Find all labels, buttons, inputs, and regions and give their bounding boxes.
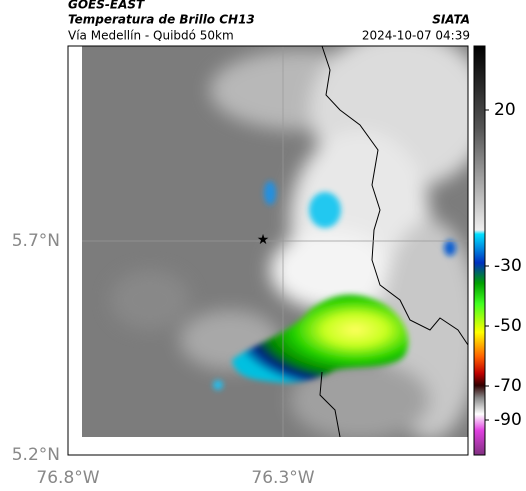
colorbar-tick-label: -30 [494, 256, 522, 276]
lat-label: 5.2°N [12, 445, 60, 465]
colorbar-ticks [485, 109, 489, 421]
subtitle: Temperatura de Brillo CH13 [68, 13, 255, 27]
title: GOES-EAST [68, 0, 145, 12]
colorbar-tick-label: -50 [494, 316, 522, 336]
colorbar [473, 45, 486, 456]
region: Vía Medellín - Quibdó 50km [68, 29, 234, 43]
colorbar-tick-label: -70 [494, 376, 522, 396]
lon-label: 76.8°W [36, 468, 99, 488]
source: SIATA [432, 13, 470, 27]
lat-label: 5.7°N [12, 231, 60, 251]
colorbar-tick-label: -90 [494, 410, 522, 430]
map-frame [67, 45, 469, 456]
timestamp: 2024-10-07 04:39 [362, 29, 470, 43]
lon-label: 76.3°W [251, 468, 314, 488]
satellite-image: ★ [82, 46, 468, 437]
colorbar-tick-label: 20 [494, 100, 516, 120]
svg-text:★: ★ [257, 232, 270, 248]
